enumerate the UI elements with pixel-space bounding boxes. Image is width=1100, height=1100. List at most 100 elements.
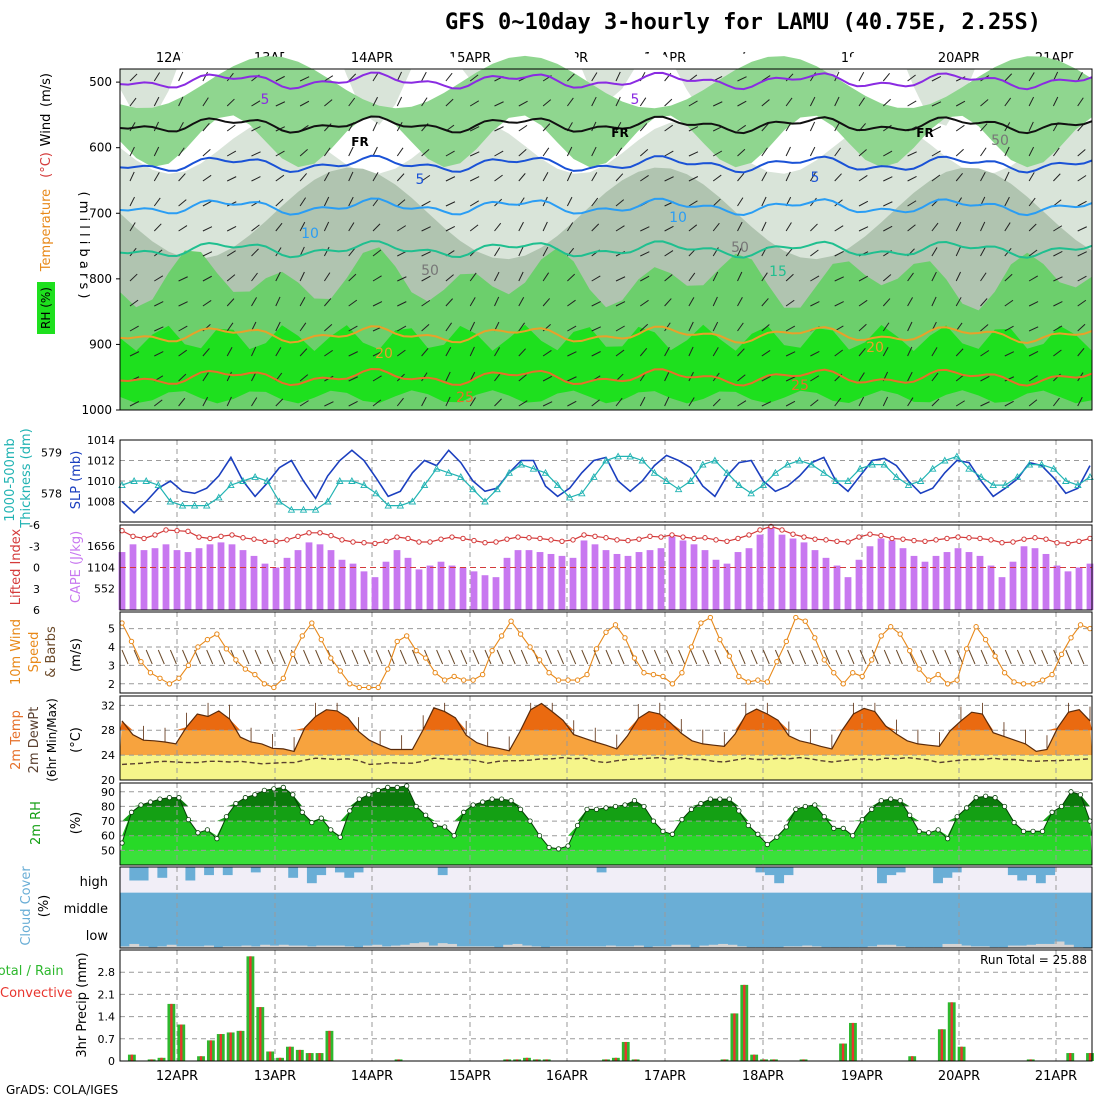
rh-point — [499, 796, 505, 802]
precip-convective-bar — [219, 1034, 222, 1061]
wind-barb — [567, 299, 576, 307]
wind-barb — [810, 399, 819, 407]
rh-tick: 50 — [101, 844, 115, 857]
wind-barb — [469, 371, 476, 382]
wind-barb — [445, 371, 451, 382]
wind-speed-point — [479, 671, 486, 678]
wind-barb — [226, 225, 237, 232]
wind-barb — [518, 246, 524, 257]
wind-speed-point — [470, 677, 476, 683]
wind-speed-point — [850, 670, 856, 676]
wind-barb — [882, 274, 892, 282]
thickness-line — [121, 455, 1091, 511]
lifted-index-point — [372, 540, 378, 547]
wind-barb — [153, 223, 162, 232]
wind-speed-point — [309, 620, 315, 626]
thickness-point — [578, 489, 586, 497]
rh-point — [195, 830, 201, 836]
wind-barb-10m — [460, 649, 468, 665]
lifted-index-point — [306, 530, 312, 536]
lifted-index-point — [163, 527, 169, 533]
wind-speed-point — [1020, 681, 1027, 687]
rh-point — [442, 824, 448, 830]
lifted-index-point — [1021, 536, 1027, 542]
wind-barb — [421, 226, 431, 232]
precip-convective-bar — [239, 1030, 242, 1061]
rh2m-unit-label: (%) — [69, 812, 84, 835]
wind-barb — [882, 298, 891, 307]
wind-barb — [810, 249, 819, 257]
wind-barb — [591, 172, 598, 182]
precip-convective-bar — [525, 1057, 529, 1061]
wind-barb — [421, 148, 430, 157]
contour-label: 5 — [416, 172, 425, 188]
cloud-low-bar — [662, 946, 672, 948]
cloud-low-bar — [484, 946, 495, 948]
wind-barb — [396, 199, 406, 207]
cape-bar — [756, 534, 764, 610]
rh-point — [290, 792, 296, 798]
precip-legend-total: Total / Rain — [0, 964, 64, 979]
thickness-point — [251, 472, 259, 480]
cloud-low-bar — [166, 944, 177, 948]
temp-line — [121, 702, 1091, 753]
wind-speed-point — [916, 666, 922, 672]
wind-barb-10m — [859, 649, 867, 665]
cape-bar — [404, 557, 412, 610]
wind-speed-point — [394, 638, 400, 645]
lifted-index-point — [229, 532, 235, 538]
wind-barb — [688, 151, 699, 157]
wind-speed-point — [195, 644, 201, 650]
cape-bar — [734, 552, 742, 610]
wind-axis-label: Wind — [39, 114, 54, 147]
wind-speed-point — [745, 679, 752, 685]
lifted-index-point — [757, 527, 763, 533]
precip-convective-bar — [150, 1059, 153, 1061]
wind-barb — [397, 276, 407, 282]
wind-barb — [299, 173, 307, 182]
wind-barb — [1077, 97, 1084, 107]
wind-barb — [664, 322, 671, 332]
wind-speed-point — [669, 681, 676, 687]
wind-barb — [834, 349, 844, 357]
thickness-point — [1025, 460, 1034, 468]
temp-band-low — [120, 755, 1092, 780]
wind-barb — [542, 99, 552, 107]
wind-barb — [761, 272, 768, 282]
wind-barb — [955, 124, 965, 132]
wind-barb — [323, 147, 331, 157]
wind-barb — [542, 172, 549, 182]
rh-point — [480, 799, 486, 805]
cape-bar — [613, 553, 621, 610]
wind-barb — [445, 72, 453, 82]
wind-barb — [567, 400, 577, 407]
wind-speed-point — [906, 647, 913, 654]
wind-barb — [226, 176, 237, 182]
date-label-bottom: 20APR — [938, 1069, 980, 1084]
cape-bar — [151, 548, 159, 610]
wind-barb — [542, 401, 553, 407]
rh-point — [622, 802, 628, 808]
wind-barb — [1028, 249, 1038, 257]
wind-barb — [591, 326, 601, 332]
wind-barb — [372, 96, 378, 107]
wind-barb-10m — [169, 649, 177, 665]
wind-barb-10m — [641, 649, 649, 665]
wind-barb — [1004, 376, 1015, 382]
wind-barb — [834, 199, 843, 207]
temp-axis-label: 2m Temp — [9, 710, 24, 770]
cape-bar — [514, 550, 522, 610]
pressure-axis-label: ( m i l l i b a r s ) — [76, 192, 91, 299]
cloud-high-bar — [129, 867, 140, 881]
wind-speed-point — [498, 633, 505, 639]
wind-speed-point — [508, 618, 514, 624]
wind-barb — [980, 401, 990, 407]
cloud-low-bar — [363, 945, 373, 948]
wind-barb — [178, 225, 188, 232]
cape-bar — [910, 555, 918, 610]
cape-bar — [866, 546, 874, 610]
wind-speed-point — [925, 677, 932, 683]
lifted-index-point — [559, 538, 565, 544]
rh-point — [840, 825, 846, 831]
wind-barb — [1077, 71, 1083, 82]
